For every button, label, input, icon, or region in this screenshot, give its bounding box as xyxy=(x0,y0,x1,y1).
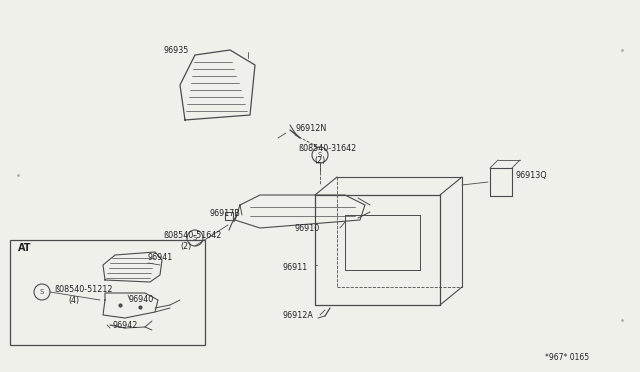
Text: 96910: 96910 xyxy=(295,224,320,232)
Text: 96940: 96940 xyxy=(128,295,153,305)
Text: 96912A: 96912A xyxy=(283,311,314,320)
Text: 96911: 96911 xyxy=(283,263,308,273)
Text: S: S xyxy=(318,152,322,158)
Text: (2): (2) xyxy=(180,243,191,251)
Bar xyxy=(225,212,233,220)
Text: 96941: 96941 xyxy=(148,253,173,263)
Text: 96913Q: 96913Q xyxy=(516,170,548,180)
Text: 96917B: 96917B xyxy=(210,208,241,218)
Text: 96912N: 96912N xyxy=(296,124,327,132)
Text: ß08540-51212: ß08540-51212 xyxy=(54,285,113,294)
Text: 96935: 96935 xyxy=(163,45,188,55)
Text: S: S xyxy=(193,235,197,241)
Bar xyxy=(10,240,205,345)
Text: ß08540-31642: ß08540-31642 xyxy=(298,144,356,153)
Text: 96942: 96942 xyxy=(112,321,138,330)
Text: *967* 0165: *967* 0165 xyxy=(545,353,589,362)
Text: S: S xyxy=(40,289,44,295)
Text: AT: AT xyxy=(18,243,31,253)
Text: (2): (2) xyxy=(314,155,325,164)
Text: ß08540-51642: ß08540-51642 xyxy=(163,231,221,240)
Text: (4): (4) xyxy=(68,295,79,305)
